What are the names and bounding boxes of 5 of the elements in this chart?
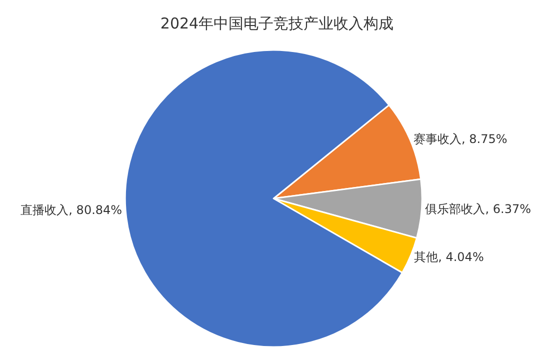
slice-label: 赛事收入, 8.75% — [414, 132, 508, 146]
chart-title: 2024年中国电子竞技产业收入构成 — [160, 14, 394, 33]
slice-label: 俱乐部收入, 6.37% — [425, 202, 531, 216]
slice-label: 直播收入, 80.84% — [20, 203, 122, 218]
slice-label: 其他, 4.04% — [414, 250, 484, 264]
